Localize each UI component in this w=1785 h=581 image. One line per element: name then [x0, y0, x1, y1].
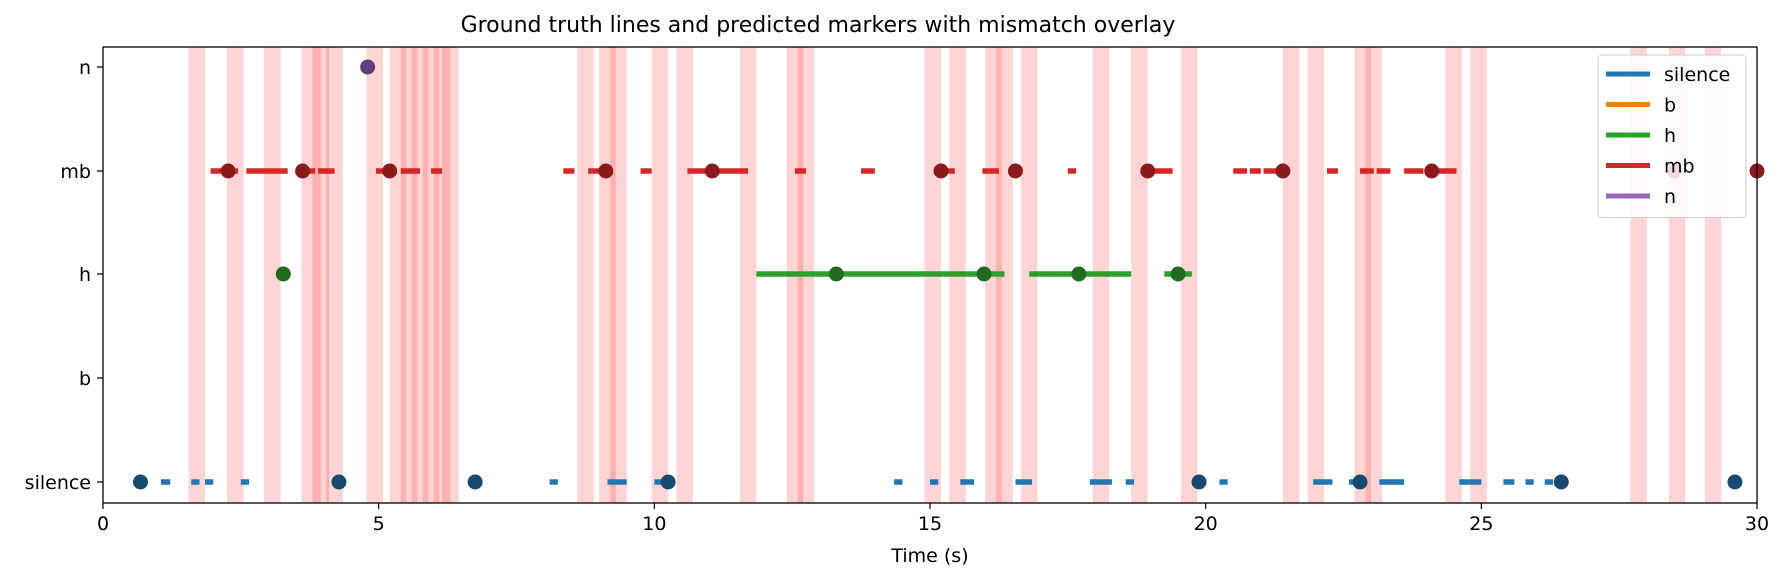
- marker-h: [1170, 266, 1186, 282]
- mismatch-band: [188, 47, 205, 503]
- y-axis-ticks: silence b h mb n: [25, 57, 103, 494]
- mismatch-band: [577, 47, 594, 503]
- marker-h: [275, 266, 291, 282]
- marker-mb: [220, 163, 236, 179]
- marker-silence: [1352, 474, 1368, 490]
- marker-n: [360, 59, 376, 75]
- mismatch-band: [301, 47, 321, 503]
- chart-title: Ground truth lines and predicted markers…: [461, 13, 1176, 38]
- marker-h: [976, 266, 992, 282]
- mismatch-band: [433, 47, 451, 503]
- mismatch-band: [739, 47, 757, 503]
- marker-silence: [1191, 474, 1207, 490]
- mismatch-band: [400, 47, 418, 503]
- marker-mb: [1275, 163, 1291, 179]
- mismatch-band: [227, 47, 244, 503]
- marker-mb: [598, 163, 614, 179]
- marker-mb: [1424, 163, 1440, 179]
- legend-label-n: n: [1664, 186, 1676, 208]
- marker-mb: [933, 163, 949, 179]
- marker-mb: [704, 163, 720, 179]
- mismatch-band: [326, 47, 343, 503]
- mismatch-band: [610, 47, 627, 503]
- mismatch-band: [1282, 47, 1300, 503]
- mismatch-band: [651, 47, 669, 503]
- marker-mb: [295, 163, 311, 179]
- legend-label-h: h: [1664, 125, 1676, 147]
- mismatch-band: [1131, 47, 1148, 503]
- y-tick-label: h: [79, 264, 91, 286]
- mismatch-band: [263, 47, 281, 503]
- legend-label-b: b: [1664, 95, 1676, 117]
- marker-mb: [1007, 163, 1023, 179]
- x-tick-label: 30: [1745, 513, 1769, 535]
- predicted-markers: [132, 59, 1765, 490]
- marker-silence: [467, 474, 483, 490]
- legend: silence bh mb n: [1597, 54, 1747, 218]
- mismatch-band: [1354, 47, 1372, 503]
- mismatch-band: [366, 47, 384, 503]
- marker-silence: [660, 474, 676, 490]
- mismatch-band: [1470, 47, 1487, 503]
- marker-silence: [1727, 474, 1743, 490]
- marker-silence: [1553, 474, 1569, 490]
- mismatch-band: [1365, 47, 1383, 503]
- mismatch-band: [411, 47, 429, 503]
- legend-label-mb: mb: [1664, 156, 1695, 178]
- ground-truth-lines: [160, 168, 1554, 485]
- mismatch-band: [312, 47, 330, 503]
- y-tick-label: b: [79, 368, 91, 390]
- y-tick-label: silence: [25, 472, 91, 494]
- legend-label-silence: silence: [1664, 64, 1730, 86]
- y-tick-label: mb: [60, 161, 91, 183]
- mismatch-band: [1445, 47, 1463, 503]
- x-tick-label: 20: [1194, 513, 1218, 535]
- marker-h: [1071, 266, 1087, 282]
- x-tick-label: 15: [918, 513, 942, 535]
- x-axis-ticks: 0 5 10 15 20 25 30: [97, 503, 1769, 535]
- mismatch-band: [1307, 47, 1325, 503]
- mismatch-band: [422, 47, 440, 503]
- marker-silence: [132, 474, 148, 490]
- legend-box: [1597, 54, 1747, 218]
- mismatch-band: [599, 47, 616, 503]
- marker-h: [828, 266, 844, 282]
- y-tick-label: n: [79, 57, 91, 79]
- mismatch-band: [442, 47, 459, 503]
- marker-mb: [382, 163, 398, 179]
- x-tick-label: 10: [642, 513, 666, 535]
- x-tick-label: 25: [1469, 513, 1493, 535]
- marker-mb: [1140, 163, 1156, 179]
- x-tick-label: 5: [373, 513, 385, 535]
- mismatch-band: [676, 47, 693, 503]
- mismatch-band: [389, 47, 407, 503]
- marker-silence: [331, 474, 347, 490]
- x-tick-label: 0: [97, 513, 109, 535]
- x-axis-label: Time (s): [890, 545, 968, 567]
